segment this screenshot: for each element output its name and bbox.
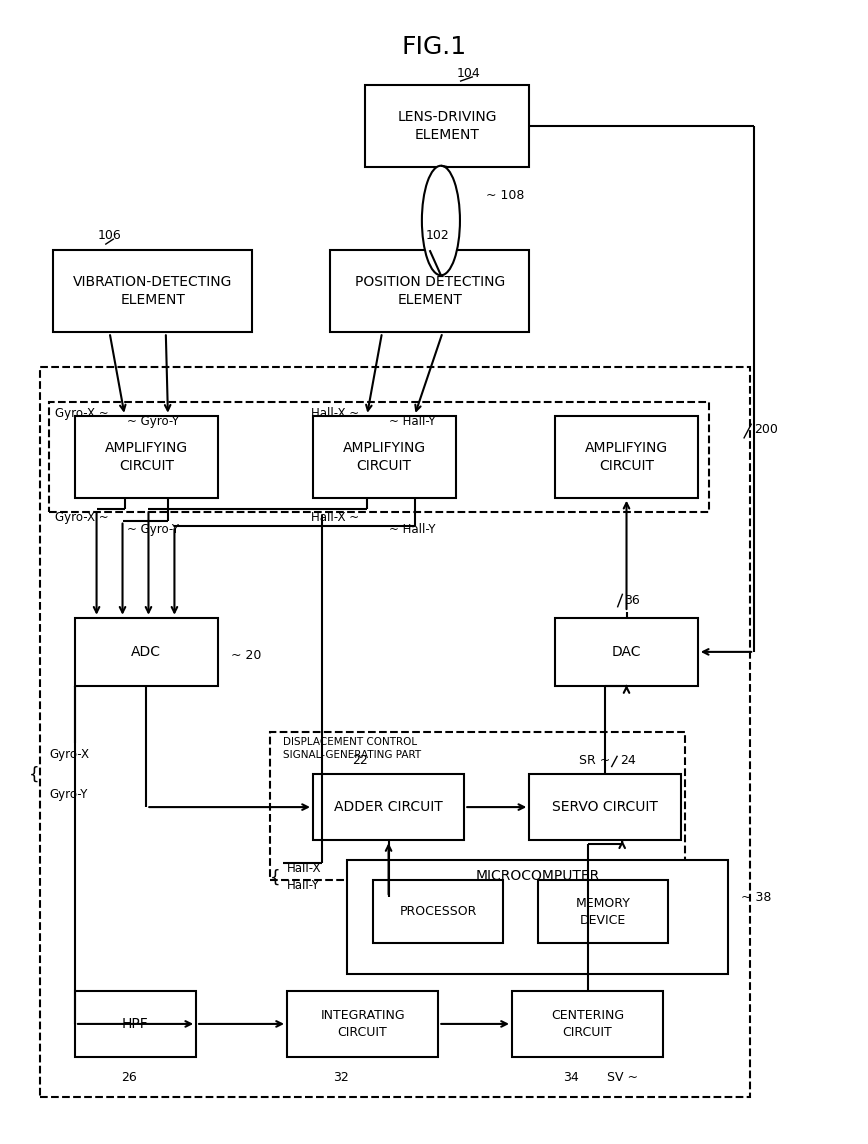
Bar [365,85,529,167]
Text: 102: 102 [425,229,449,241]
Bar [53,251,253,333]
Bar [512,991,663,1057]
Text: POSITION DETECTING
ELEMENT: POSITION DETECTING ELEMENT [354,275,505,308]
Text: 36: 36 [624,594,640,607]
Bar [287,991,438,1057]
Bar [347,859,728,974]
Text: DISPLACEMENT CONTROL
SIGNAL-GENERATING PART: DISPLACEMENT CONTROL SIGNAL-GENERATING P… [283,738,421,760]
Text: ADC: ADC [131,645,161,659]
Bar [312,415,456,498]
Text: INTEGRATING
CIRCUIT: INTEGRATING CIRCUIT [320,1009,405,1039]
Bar [75,415,218,498]
Text: ~ Hall-Y: ~ Hall-Y [389,415,436,428]
Text: Hall-X ~: Hall-X ~ [311,510,359,524]
Text: Hall-X ~: Hall-X ~ [311,407,359,420]
Bar [270,732,685,880]
Bar [373,880,503,943]
Text: SV ~: SV ~ [607,1071,638,1085]
Text: SERVO CIRCUIT: SERVO CIRCUIT [552,800,658,815]
Bar [40,366,750,1097]
Text: SR ~: SR ~ [579,754,610,766]
Text: {: { [29,765,40,784]
Text: 32: 32 [333,1071,349,1085]
Text: Hall-Y: Hall-Y [287,880,319,892]
Text: 104: 104 [457,66,481,80]
Bar [330,251,529,333]
Text: PROCESSOR: PROCESSOR [399,905,477,917]
Text: ~ Gyro-Y: ~ Gyro-Y [127,523,179,537]
Bar [556,415,698,498]
Bar [75,991,196,1057]
Text: 22: 22 [352,754,368,766]
Text: {: { [270,868,280,887]
Text: 106: 106 [98,229,122,241]
Text: Gyro-X ~: Gyro-X ~ [55,407,108,420]
Text: ~ Gyro-Y: ~ Gyro-Y [127,415,179,428]
Bar [49,402,709,511]
Text: 34: 34 [562,1071,579,1085]
Text: AMPLIFYING
CIRCUIT: AMPLIFYING CIRCUIT [343,440,426,472]
Text: ~ 38: ~ 38 [741,891,772,904]
Text: DAC: DAC [612,645,641,659]
Text: AMPLIFYING
CIRCUIT: AMPLIFYING CIRCUIT [105,440,187,472]
Ellipse shape [422,166,460,276]
Text: FIG.1: FIG.1 [401,35,467,59]
Text: 24: 24 [620,754,635,766]
Text: LENS-DRIVING
ELEMENT: LENS-DRIVING ELEMENT [398,110,496,142]
Text: ~ 20: ~ 20 [231,649,261,662]
Text: HPF: HPF [122,1017,149,1031]
Text: ADDER CIRCUIT: ADDER CIRCUIT [334,800,443,815]
Text: MICROCOMPUTER: MICROCOMPUTER [476,868,600,883]
Text: ~ Hall-Y: ~ Hall-Y [389,523,436,537]
Text: CENTERING
CIRCUIT: CENTERING CIRCUIT [551,1009,624,1039]
Text: Gyro-X ~: Gyro-X ~ [55,510,108,524]
Bar [538,880,667,943]
Text: Hall-X: Hall-X [287,863,321,875]
Text: 26: 26 [122,1071,137,1085]
Bar [529,774,681,840]
Text: Gyro-Y: Gyro-Y [49,788,88,801]
Bar [556,618,698,686]
Bar [312,774,464,840]
Text: ~ 108: ~ 108 [486,189,524,201]
Bar [75,618,218,686]
Text: AMPLIFYING
CIRCUIT: AMPLIFYING CIRCUIT [585,440,668,472]
Text: Gyro-X: Gyro-X [49,748,89,761]
Text: 200: 200 [754,423,778,436]
Text: MEMORY
DEVICE: MEMORY DEVICE [575,897,630,927]
Text: VIBRATION-DETECTING
ELEMENT: VIBRATION-DETECTING ELEMENT [73,275,233,308]
